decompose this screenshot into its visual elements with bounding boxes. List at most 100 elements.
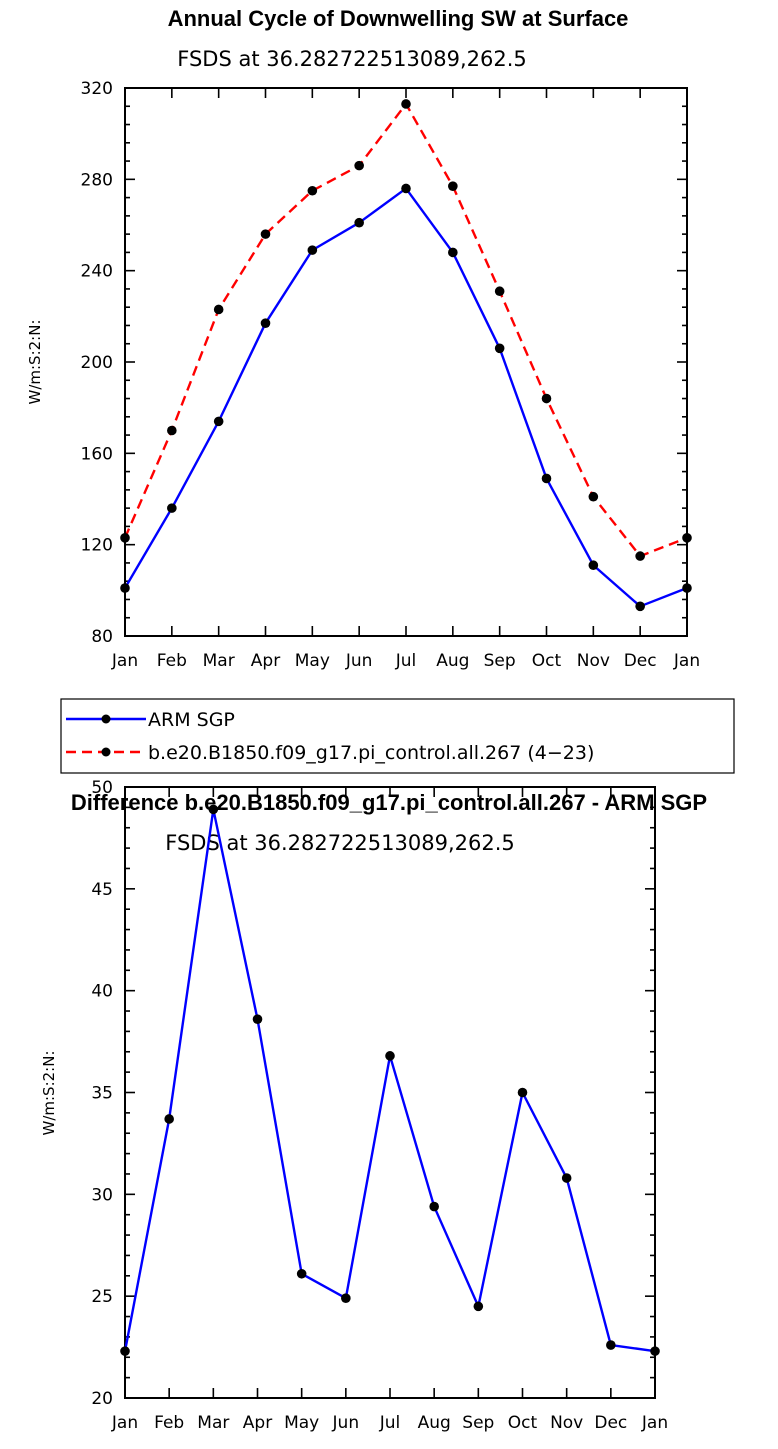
chart2-series-1-point [120, 1346, 130, 1356]
chart2-series-1-point [296, 1268, 307, 1279]
legend-marker-arm-sgp [101, 714, 111, 724]
chart1-ytick-label: 240 [81, 262, 113, 282]
chart1-series-1-point [682, 583, 692, 593]
chart1-series-1-point [354, 217, 364, 228]
chart1-ytick-label: 280 [81, 170, 113, 190]
chart2-xtick-label: Oct [508, 1413, 538, 1433]
chart1-xtick-label: Jun [345, 651, 373, 671]
legend-box [60, 698, 735, 774]
chart2-xtick-label: Jul [379, 1413, 401, 1433]
chart1-series-1-point [120, 583, 130, 593]
chart1-series-2-point [260, 229, 271, 239]
chart2-xtick-label: May [284, 1413, 319, 1433]
chart1-series-1-point [167, 503, 177, 513]
chart1-ytick-label: 160 [81, 444, 113, 464]
chart1-series-1-point [213, 416, 224, 427]
chart1-axes: 80 120 160 200 240 280 320 Jan Feb Mar Apr May Jun Ju… [81, 79, 701, 671]
chart1-series-1-point [260, 318, 271, 328]
chart2-ytick-label: 45 [91, 880, 113, 900]
chart2-series-1-point [164, 1114, 174, 1124]
chart2-series-1-point [385, 1051, 395, 1061]
chart1-series-1-point [401, 183, 411, 194]
chart1-xtick-label: Apr [251, 651, 280, 671]
chart2-series [120, 804, 660, 1356]
chart2-series-1-point [561, 1173, 572, 1183]
chart2-xtick-label: Feb [154, 1413, 184, 1433]
chart2-subtitle: FSDS at 36.282722513089,262.5 [165, 831, 515, 855]
chart1-series-1-point [588, 560, 599, 571]
chart2-ytick-label: 35 [91, 1084, 113, 1104]
chart1-series-1-point [448, 247, 458, 258]
chart2-ytick-label: 25 [91, 1287, 113, 1307]
chart1-xtick-label: Mar [203, 651, 235, 671]
chart1-ytick-label: 80 [91, 627, 113, 647]
chart1-ytick-label: 120 [81, 536, 113, 556]
chart1-series-2-point [401, 99, 411, 109]
chart1-ytick-label: 320 [81, 79, 113, 99]
legend: ARM SGP b.e20.B1850.f09_g17.pi_control.a… [60, 698, 735, 774]
chart1-series-2-point [541, 393, 552, 404]
chart2-xtick-label: Nov [550, 1413, 583, 1433]
chart1-series-2-point [213, 304, 224, 315]
chart2-series-1-point [650, 1346, 660, 1356]
chart2-xtick-label: Jan [111, 1413, 138, 1433]
chart2-ytick-label: 50 [91, 778, 113, 798]
chart1-xtick-label: Sep [484, 651, 516, 671]
chart1-xtick-label: Jan [111, 651, 138, 671]
chart1-xtick-label: Nov [577, 651, 610, 671]
chart2-series-1-point [429, 1201, 439, 1212]
chart2-ytick-label: 20 [91, 1389, 113, 1409]
chart1-xtick-label: Aug [436, 651, 469, 671]
chart2-xtick-label: Dec [594, 1413, 627, 1433]
chart2-series-line-1 [123, 808, 656, 1353]
legend-marker-model [101, 747, 111, 757]
chart1-series-2-point [682, 533, 692, 543]
legend-label-arm-sgp: ARM SGP [148, 709, 235, 731]
chart1-y-axis-label: W/m:S:2:N: [26, 320, 44, 405]
chart2-xtick-label: Mar [197, 1413, 229, 1433]
chart1-series-2-point [307, 185, 318, 196]
chart-difference: Difference b.e20.B1850.f09_g17.pi_contro… [40, 778, 707, 1433]
chart1-series-line-2 [123, 102, 688, 558]
chart1-xtick-label: Jul [395, 651, 417, 671]
chart2-series-1-point [252, 1014, 263, 1024]
chart1-series [120, 99, 692, 612]
chart1-series-1-point [541, 473, 552, 484]
chart1-ytick-label: 200 [81, 353, 113, 373]
legend-label-model: b.e20.B1850.f09_g17.pi_control.all.267 (… [148, 742, 594, 764]
chart1-series-2-point [448, 181, 458, 191]
chart2-axes: 20 25 30 35 40 45 50 Jan Feb Mar Apr May Jun Jul Aug Se… [91, 778, 668, 1433]
chart2-y-axis-label: W/m:S:2:N: [40, 1051, 58, 1136]
chart2-xtick-label: Jun [332, 1413, 360, 1433]
chart1-series-1-point [494, 343, 505, 354]
chart2-title: Difference b.e20.B1850.f09_g17.pi_contro… [71, 790, 707, 815]
chart1-xtick-label: Oct [532, 651, 562, 671]
chart2-series-1-point [606, 1340, 616, 1350]
chart-annual-cycle: Annual Cycle of Downwelling SW at Surfac… [26, 6, 700, 671]
chart1-xtick-label: May [295, 651, 330, 671]
chart1-subtitle: FSDS at 36.282722513089,262.5 [177, 47, 527, 71]
chart2-xtick-label: Jan [641, 1413, 668, 1433]
chart2-series-1-point [517, 1087, 528, 1098]
chart1-xtick-label: Feb [157, 651, 187, 671]
chart1-series-2-point [354, 160, 364, 171]
chart2-ytick-label: 40 [91, 982, 113, 1002]
chart2-series-1-point [208, 804, 219, 815]
chart2-series-1-point [473, 1301, 484, 1312]
chart1-series-2-point [120, 533, 130, 543]
chart2-xtick-label: Apr [243, 1413, 272, 1433]
chart1-title: Annual Cycle of Downwelling SW at Surfac… [168, 6, 629, 31]
chart1-xtick-label: Jan [673, 651, 700, 671]
chart1-series-2-point [635, 551, 645, 561]
chart1-plot-frame [124, 87, 688, 637]
chart1-series-1-point [307, 245, 318, 255]
chart1-series-2-point [494, 286, 505, 297]
chart2-series-1-point [341, 1293, 351, 1304]
chart2-xtick-label: Aug [418, 1413, 451, 1433]
chart1-series-2-point [588, 491, 599, 502]
chart1-series-1-point [635, 601, 645, 612]
chart1-series-line-1 [123, 187, 688, 608]
chart2-xtick-label: Sep [462, 1413, 494, 1433]
chart2-ytick-label: 30 [91, 1185, 113, 1205]
